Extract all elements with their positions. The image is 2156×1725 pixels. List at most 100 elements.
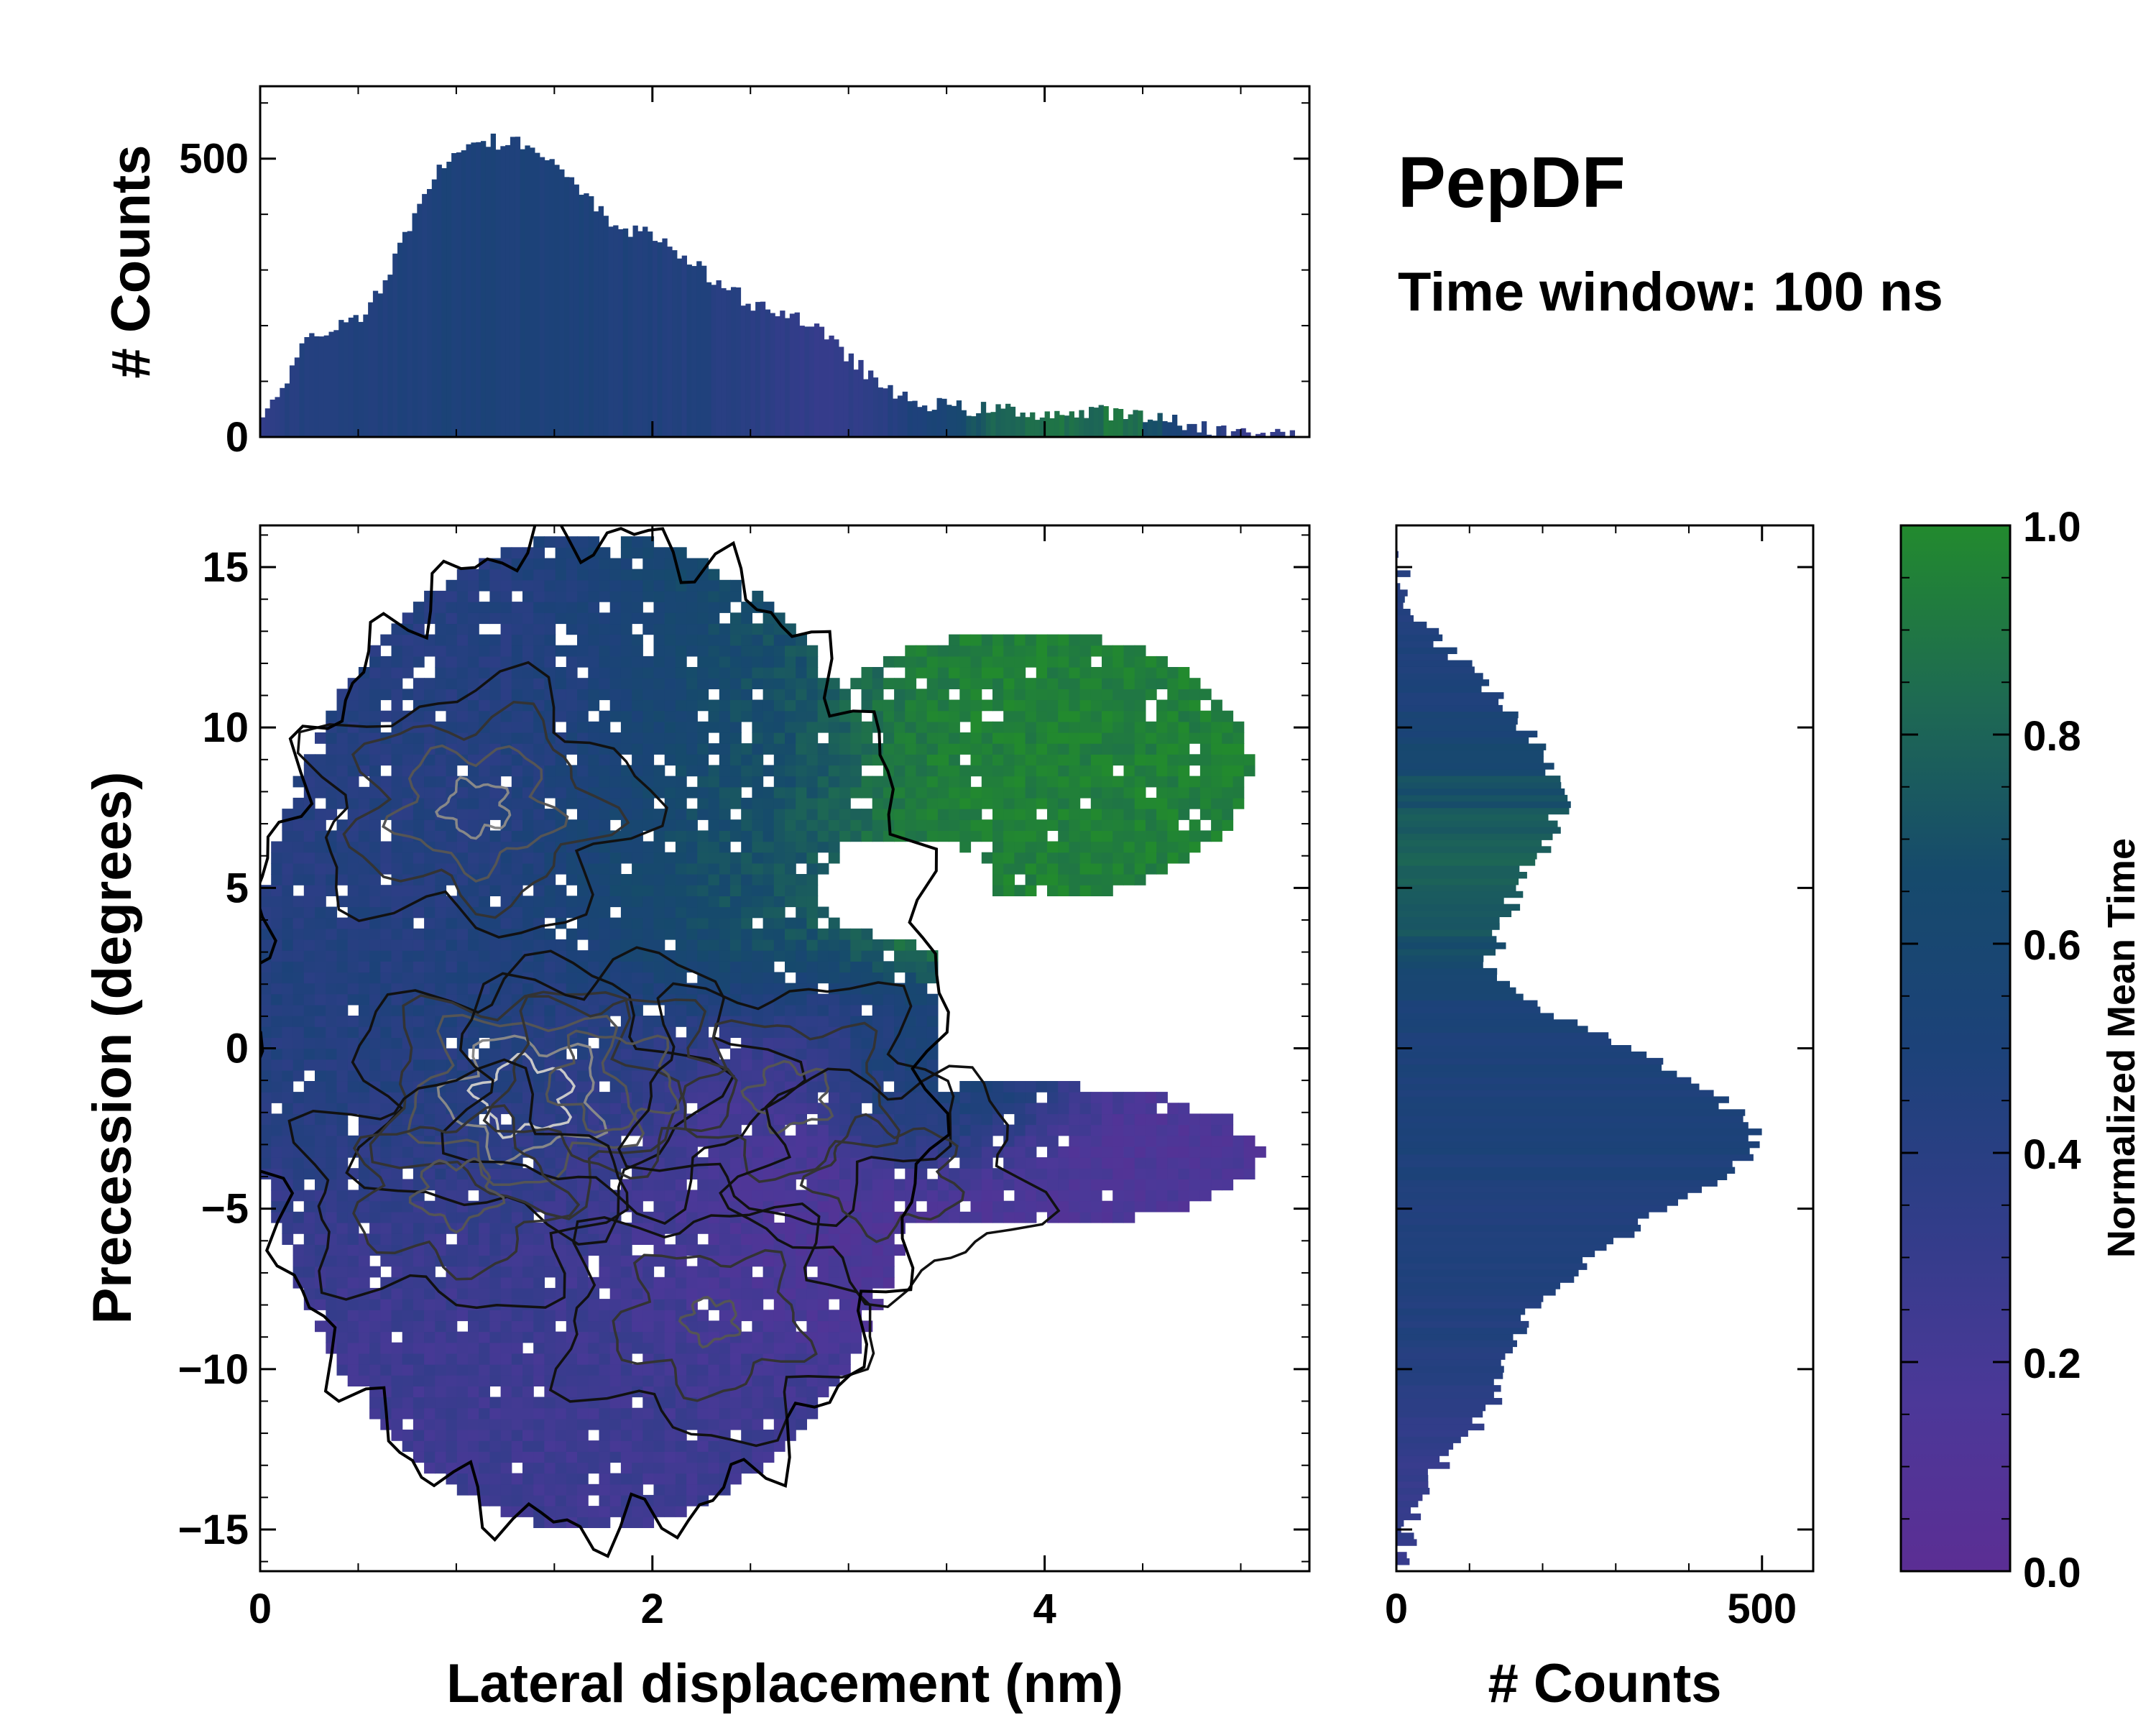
- heatmap-cell: [1134, 1157, 1146, 1169]
- heatmap-cell: [686, 786, 698, 799]
- heatmap-cell: [555, 1081, 567, 1092]
- heatmap-cell: [653, 1342, 665, 1354]
- heatmap-cell: [959, 667, 972, 678]
- heatmap-cell: [326, 1168, 338, 1179]
- heatmap-cell: [916, 1092, 928, 1103]
- heatmap-cell: [358, 699, 370, 712]
- heatmap-cell: [1123, 862, 1135, 875]
- heatmap-cell: [741, 656, 752, 668]
- heatmap-cell: [599, 689, 611, 701]
- heatmap-cell: [544, 1418, 556, 1430]
- heatmap-cell: [653, 917, 665, 929]
- heatmap-cell: [1036, 841, 1048, 853]
- heatmap-cell: [479, 1440, 490, 1452]
- heatmap-cell: [708, 1473, 720, 1485]
- heatmap-cell: [1123, 721, 1135, 733]
- heatmap-cell: [708, 1418, 720, 1430]
- heatmap-cell: [632, 699, 643, 712]
- heatmap-cell: [894, 743, 906, 755]
- heatmap-cell: [522, 797, 534, 809]
- heatmap-cell: [511, 612, 523, 625]
- heatmap-cell: [588, 634, 600, 646]
- heatmap-cell: [555, 536, 567, 548]
- heatmap-cell: [326, 732, 338, 744]
- heatmap-cell: [1036, 1135, 1048, 1147]
- heatmap-cell: [806, 721, 819, 733]
- heatmap-cell: [599, 754, 611, 766]
- heatmap-cell: [1047, 797, 1059, 809]
- heatmap-cell: [358, 885, 370, 896]
- heatmap-cell: [741, 874, 752, 886]
- heatmap-cell: [632, 776, 643, 788]
- heatmap-cell: [1036, 830, 1048, 842]
- heatmap-cell: [806, 862, 819, 875]
- heatmap-cell: [1014, 819, 1026, 831]
- heatmap-cell: [1123, 710, 1135, 722]
- heatmap-cell: [763, 862, 775, 875]
- heatmap-cell: [303, 1233, 315, 1245]
- heatmap-cell: [675, 1059, 687, 1071]
- heatmap-cell: [620, 1397, 632, 1409]
- heatmap-cell: [599, 1266, 611, 1278]
- heatmap-cell: [555, 1310, 567, 1322]
- heatmap-cell: [446, 1331, 458, 1343]
- heatmap-cell: [522, 1407, 534, 1420]
- heatmap-cell: [413, 972, 425, 984]
- heatmap-cell: [1058, 743, 1069, 755]
- heatmap-cell: [752, 1375, 764, 1386]
- heatmap-cell: [664, 667, 676, 678]
- heatmap-cell: [456, 1092, 469, 1103]
- heatmap-cell: [566, 602, 578, 613]
- heatmap-cell: [544, 1397, 556, 1409]
- heatmap-cell: [1003, 1092, 1015, 1103]
- heatmap-cell: [479, 579, 490, 592]
- heatmap-cell: [828, 1266, 840, 1278]
- heatmap-cell: [522, 1430, 534, 1441]
- heatmap-cell: [905, 1037, 917, 1049]
- heatmap-cell: [479, 689, 490, 701]
- heatmap-cell: [653, 1386, 665, 1398]
- heatmap-cell: [785, 765, 796, 777]
- heatmap-cell: [632, 1342, 643, 1354]
- heatmap-cell: [970, 1146, 982, 1158]
- heatmap-cell: [763, 1211, 775, 1223]
- heatmap-cell: [391, 1255, 403, 1267]
- heatmap-cell: [609, 645, 622, 657]
- heatmap-cell: [358, 961, 370, 973]
- heatmap-cell: [435, 1320, 447, 1333]
- heatmap-cell: [959, 1146, 972, 1158]
- heatmap-cell: [609, 623, 622, 635]
- heatmap-cell: [609, 1494, 622, 1506]
- heatmap-cell: [336, 1310, 349, 1322]
- heatmap-cell: [555, 809, 567, 820]
- heatmap-cell: [796, 1276, 807, 1289]
- heatmap-cell: [292, 1016, 305, 1027]
- heatmap-cell: [511, 645, 523, 657]
- heatmap-cell: [905, 721, 917, 733]
- heatmap-cell: [653, 1081, 665, 1092]
- heatmap-cell: [380, 885, 392, 896]
- heatmap-cell: [599, 1353, 611, 1365]
- heatmap-cell: [1079, 885, 1092, 896]
- heatmap-cell: [730, 950, 742, 962]
- heatmap-cell: [763, 809, 775, 820]
- heatmap-cell: [1069, 776, 1081, 788]
- heatmap-cell: [577, 1473, 589, 1485]
- heatmap-cell: [566, 786, 578, 799]
- heatmap-cell: [577, 678, 589, 689]
- heatmap-cell: [358, 874, 370, 886]
- heatmap-cell: [763, 885, 775, 896]
- heatmap-cell: [708, 1113, 720, 1126]
- heatmap-cell: [1102, 1211, 1113, 1223]
- heatmap-cell: [599, 1092, 611, 1103]
- heatmap-cell: [905, 1113, 917, 1126]
- heatmap-cell: [752, 645, 764, 657]
- heatmap-cell: [435, 950, 447, 962]
- heatmap-cell: [806, 1059, 819, 1071]
- heatmap-cell: [632, 569, 643, 581]
- heatmap-cell: [522, 1462, 534, 1474]
- heatmap-cell: [872, 993, 884, 1006]
- heatmap-cell: [916, 786, 928, 799]
- heatmap-cell: [479, 1342, 490, 1354]
- heatmap-cell: [730, 645, 742, 657]
